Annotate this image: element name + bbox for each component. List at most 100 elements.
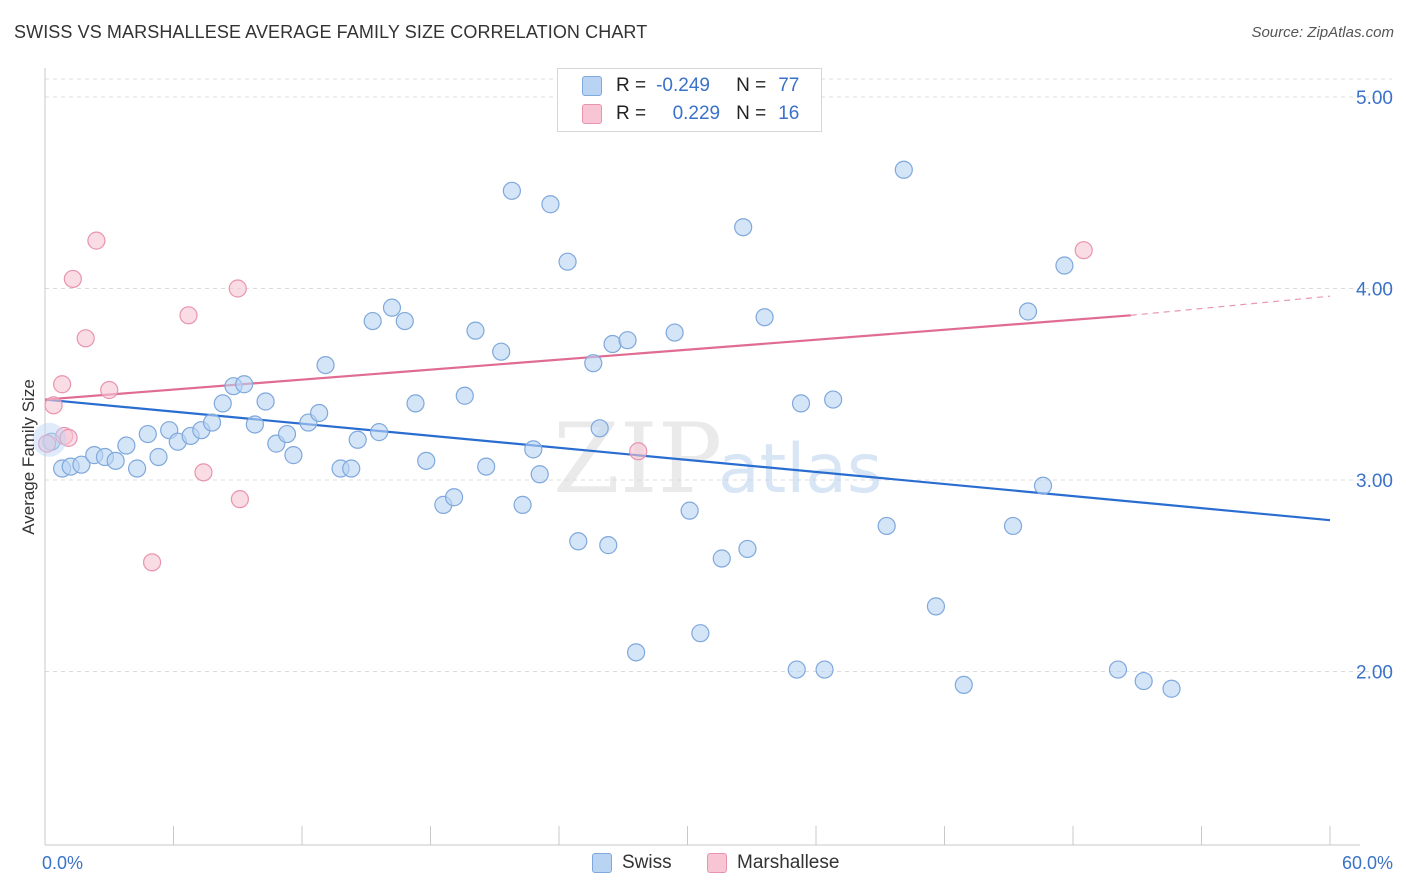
legend-row-marshallese: R = 0.229 N = 16: [582, 101, 799, 127]
swiss-point: [791, 394, 811, 413]
legend-item-swiss: Swiss: [592, 852, 672, 874]
swiss-point: [787, 660, 806, 679]
marshallese-point: [53, 375, 72, 394]
swiss-point: [277, 424, 297, 444]
swiss-point: [406, 394, 425, 413]
swiss-point: [235, 375, 254, 394]
swiss-point: [310, 403, 329, 423]
swiss-point: [712, 549, 731, 568]
legend-r-label: R =: [616, 75, 647, 96]
swiss-point: [954, 675, 973, 695]
swiss-point: [127, 459, 147, 478]
legend-label-swiss: Swiss: [622, 852, 672, 873]
swiss-point: [245, 415, 264, 434]
swiss-point: [877, 516, 896, 536]
swiss-point: [316, 356, 335, 375]
swiss-point: [541, 195, 560, 214]
y-tick-label: 2.00: [1356, 663, 1393, 684]
swiss-point: [348, 430, 367, 449]
marshallese-point: [230, 490, 249, 509]
swiss-point: [363, 311, 382, 331]
swiss-point: [558, 252, 577, 271]
legend-n-value-swiss: 77: [778, 75, 800, 96]
swiss-point: [626, 643, 646, 662]
swiss-point: [1003, 516, 1023, 536]
marshallese-point: [63, 269, 82, 289]
swiss-point: [590, 419, 609, 438]
legend-n-label: N =: [736, 75, 767, 96]
chart-title: SWISS VS MARSHALLESE AVERAGE FAMILY SIZE…: [14, 22, 648, 42]
swiss-point: [466, 321, 485, 340]
legend-r-label: R =: [616, 103, 647, 124]
legend-n-value-marshallese: 16: [778, 103, 800, 124]
swiss-legend-swatch: [592, 853, 612, 873]
zipatlas-watermark: ZIP atlas: [553, 403, 882, 515]
tick-labels: 2.00 3.00 4.00 5.00 0.0% 60.0%: [42, 88, 1393, 873]
legend-label-marshallese: Marshallese: [737, 852, 840, 873]
y-tick-label: 4.00: [1356, 280, 1393, 301]
series-legend: Swiss Marshallese: [0, 852, 1406, 878]
swiss-point: [417, 451, 436, 470]
marshallese-point: [142, 553, 162, 572]
swiss-point: [734, 218, 753, 237]
swiss-point: [1134, 671, 1153, 691]
legend-item-marshallese: Marshallese: [707, 852, 839, 874]
swiss-point: [444, 488, 464, 507]
swiss-swatch: [582, 76, 602, 96]
marshallese-point: [194, 463, 213, 482]
legend-row-swiss: R = -0.249 N = 77: [582, 73, 799, 99]
swiss-point: [106, 451, 125, 470]
x-tick-label-max: 60.0%: [1342, 853, 1393, 873]
marshallese-point: [228, 279, 247, 298]
axes: [44, 68, 1360, 846]
swiss-point: [894, 160, 913, 179]
marshallese-point: [59, 428, 78, 447]
marshallese-point: [87, 231, 106, 250]
swiss-point: [492, 342, 511, 361]
legend-r-value-marshallese: 0.229: [672, 103, 721, 124]
gridlines: [45, 78, 1392, 672]
legend-r-value-swiss: -0.249: [656, 75, 710, 96]
swiss-point: [455, 386, 474, 405]
swiss-point: [1055, 256, 1074, 275]
swiss-point: [599, 536, 618, 555]
swiss-point: [1162, 679, 1181, 698]
swiss-point: [382, 298, 402, 317]
marshallese-point: [100, 380, 119, 400]
swiss-point: [256, 392, 275, 411]
marshallese-trend-extension: [1130, 295, 1331, 316]
x-tick-label-min: 0.0%: [42, 853, 83, 873]
swiss-point: [138, 424, 157, 444]
swiss-point: [1108, 660, 1128, 679]
swiss-point: [755, 308, 774, 327]
marshallese-point: [76, 329, 95, 348]
swiss-point: [477, 457, 496, 476]
swiss-point: [603, 334, 622, 354]
swiss-point: [815, 660, 834, 679]
swiss-point: [584, 354, 603, 373]
marshallese-legend-swatch: [707, 853, 727, 873]
swiss-point: [530, 465, 549, 484]
swiss-point: [342, 459, 361, 478]
swiss-point: [1033, 476, 1053, 495]
swiss-point: [618, 331, 637, 350]
swiss-point: [117, 436, 136, 455]
y-axis-title: Average Family Size: [19, 379, 38, 535]
correlation-legend: R = -0.249 N = 77 R = 0.229 N = 16: [557, 68, 822, 132]
swiss-point: [72, 455, 91, 474]
swiss-point: [1018, 302, 1038, 321]
swiss-point: [738, 539, 757, 559]
swiss-point: [502, 181, 521, 200]
swiss-point: [665, 323, 684, 342]
swiss-point: [513, 495, 532, 514]
legend-n-label: N =: [736, 103, 767, 124]
marshallese-point: [1074, 241, 1093, 260]
swiss-point-cluster: [32, 422, 67, 457]
swiss-point: [284, 446, 303, 465]
marshallese-swatch: [582, 104, 602, 124]
y-tick-label: 3.00: [1356, 471, 1393, 492]
swiss-point: [370, 423, 389, 442]
swiss-point: [202, 413, 222, 432]
swiss-point: [213, 394, 232, 413]
